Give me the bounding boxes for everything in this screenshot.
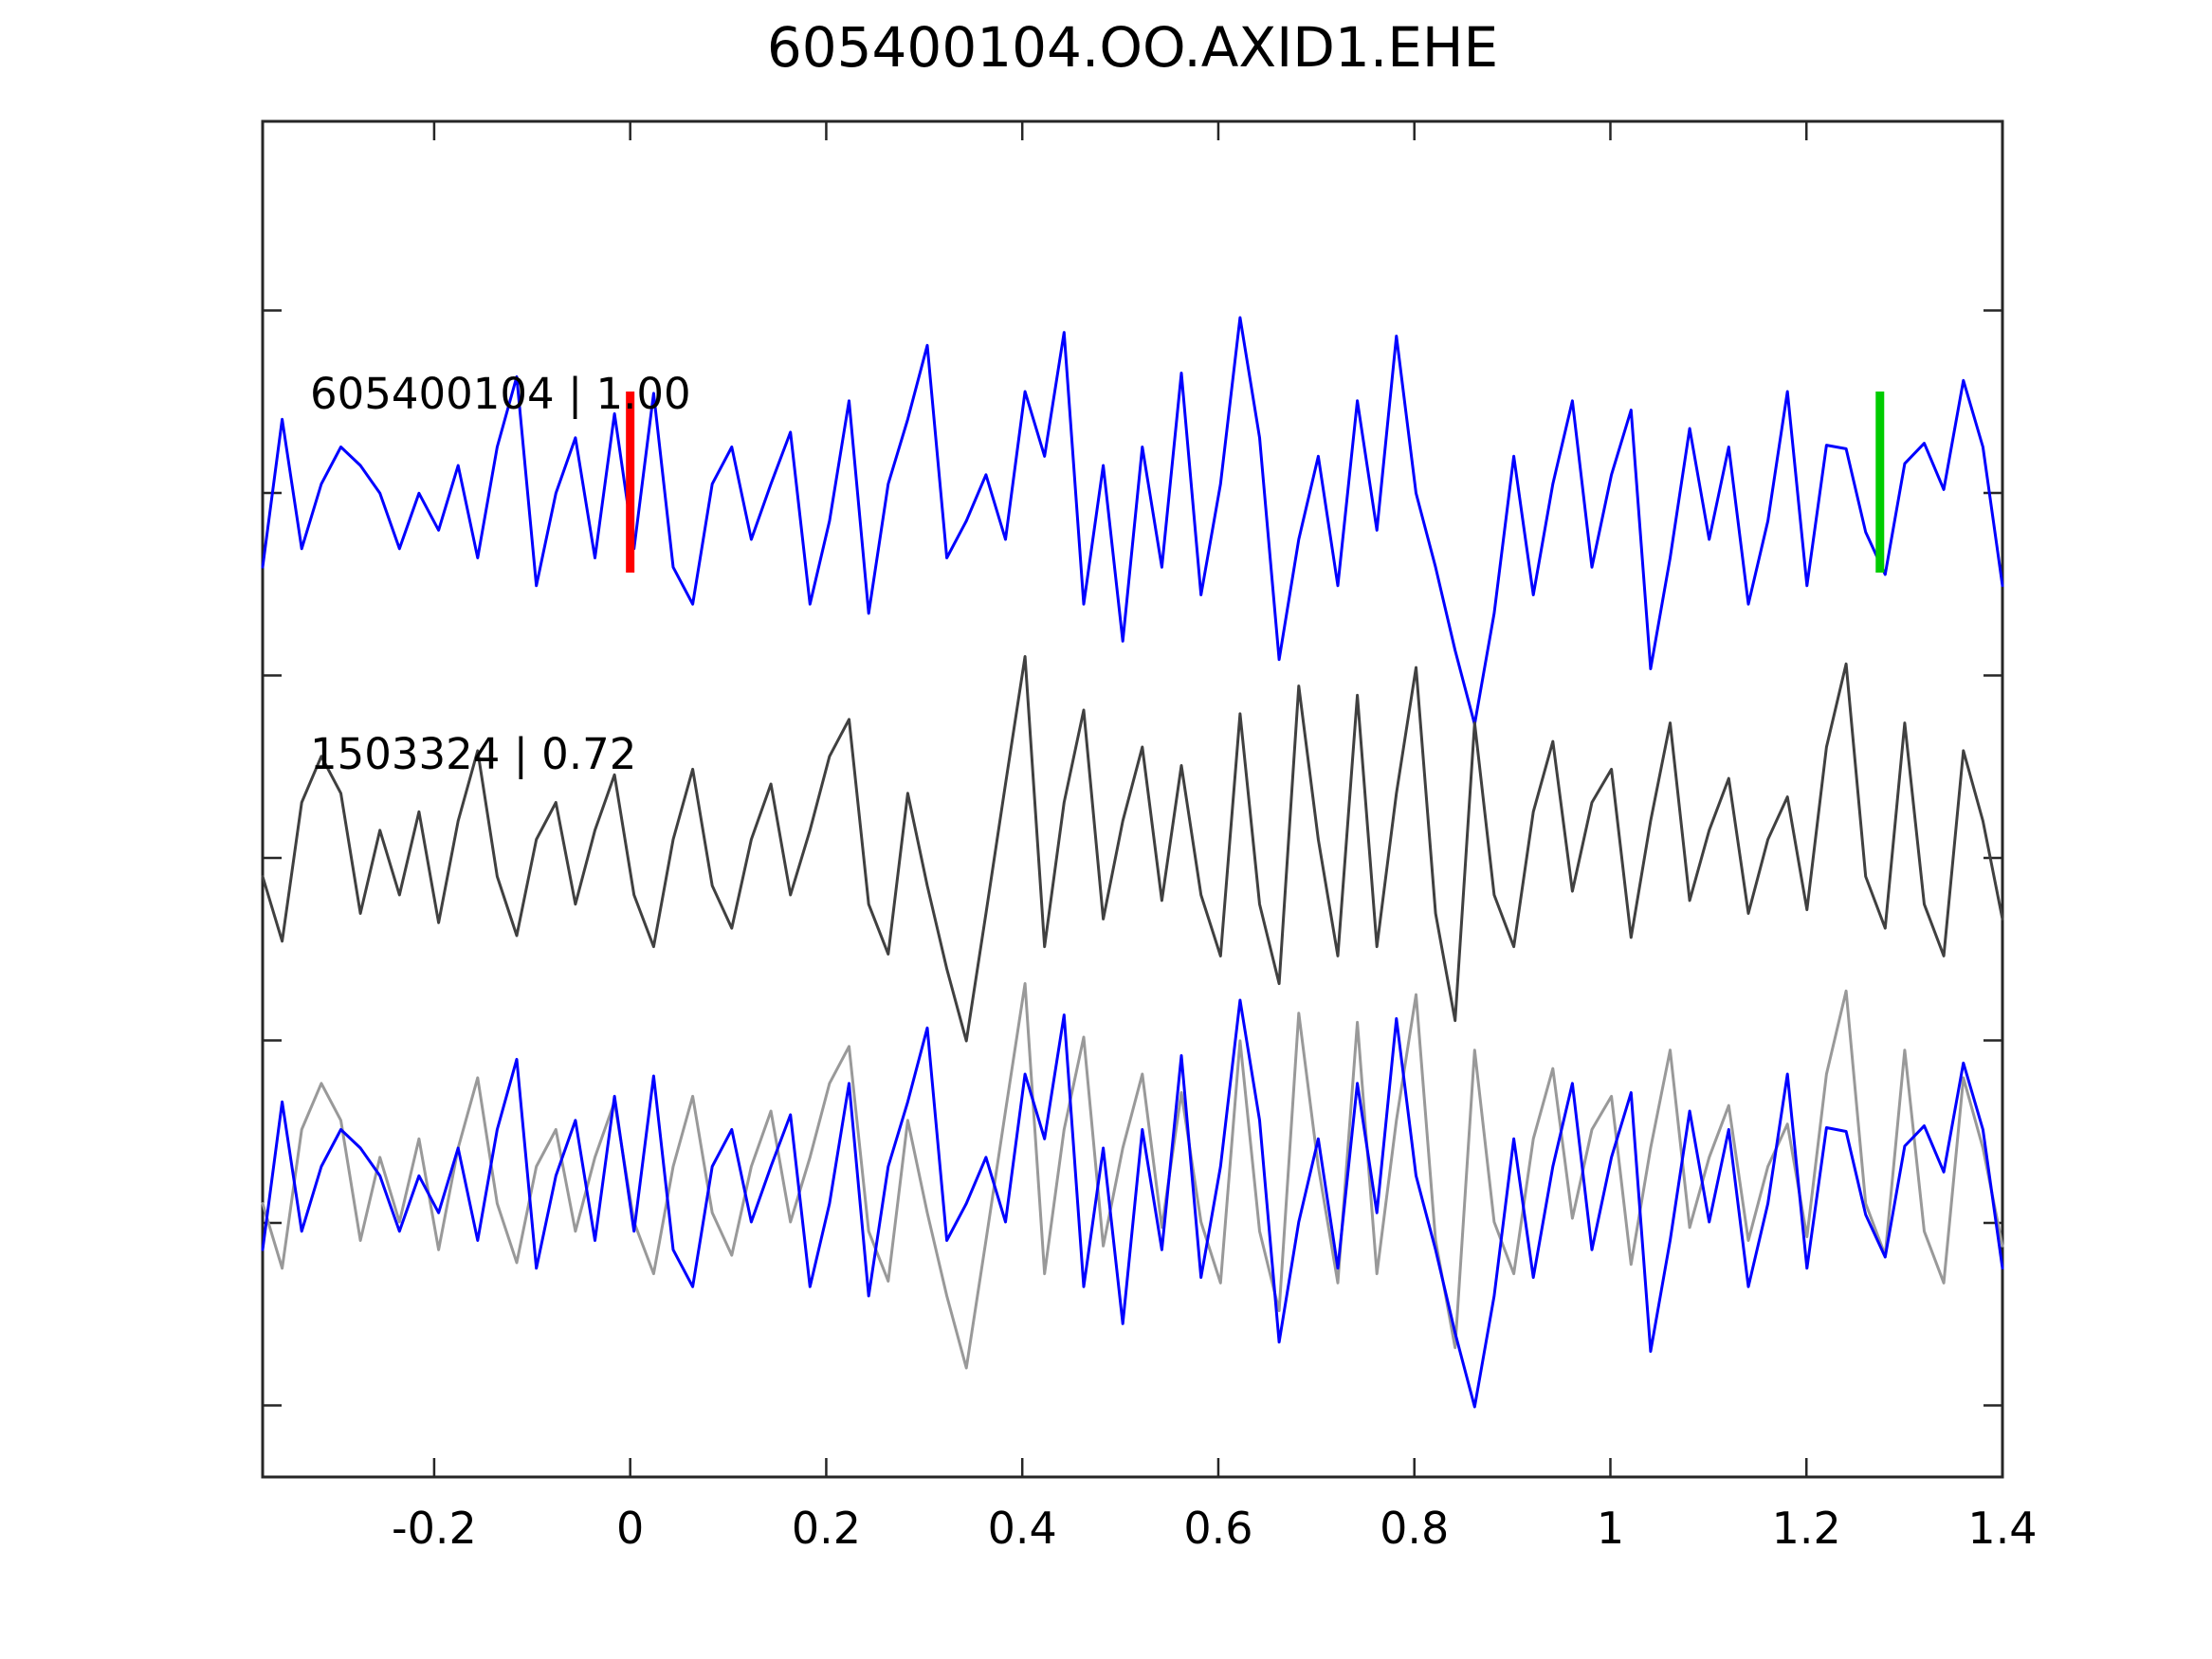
x-tick-label: 0.2: [792, 1503, 861, 1554]
trace-605400104: [261, 316, 2004, 726]
green-pick-marker: [1875, 392, 1885, 573]
trace-1503324: [261, 655, 2004, 1043]
trace-overlay-1503324: [261, 982, 2004, 1370]
x-tick-label: 1.4: [1967, 1503, 2037, 1554]
x-tick-label: 0.4: [988, 1503, 1057, 1554]
trace-overlay-605400104: [261, 998, 2004, 1409]
x-tick-label: 1.2: [1772, 1503, 1841, 1554]
trace-label-detection: 1503324 | 0.72: [310, 729, 637, 779]
trace-label-template: 605400104 | 1.00: [310, 369, 691, 419]
figure-title: 605400104.OO.AXID1.EHE: [766, 15, 1499, 80]
red-pick-marker: [626, 392, 635, 573]
x-tick-label: 0.6: [1183, 1503, 1252, 1554]
x-tick-label: 1: [1597, 1503, 1624, 1554]
axis-frame: [261, 119, 2004, 1479]
x-tick-label: -0.2: [392, 1503, 477, 1554]
x-tick-label: 0.8: [1380, 1503, 1449, 1554]
x-tick-label: 0: [616, 1503, 644, 1554]
